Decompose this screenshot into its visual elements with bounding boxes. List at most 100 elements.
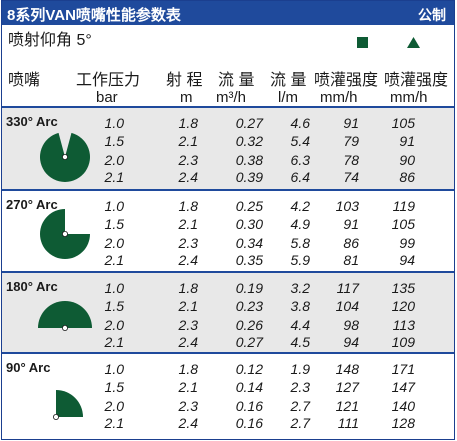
- header-pressure-unit: bar: [96, 89, 118, 106]
- arc-section-label: 90° Arc: [6, 360, 51, 375]
- cell-flow-lm: 4.9: [290, 216, 310, 232]
- cell-precip-tri: 90: [399, 152, 415, 168]
- header-precip-square-unit: mm/h: [320, 89, 358, 106]
- cell-flow-m3h: 0.27: [235, 115, 263, 131]
- cell-precip-tri: 128: [391, 415, 415, 431]
- cell-precip-sq: 148: [335, 361, 359, 377]
- unit-system-label: 公制: [418, 7, 446, 23]
- cell-flow-lm: 4.5: [290, 334, 310, 350]
- cell-flow-lm: 6.4: [290, 169, 310, 185]
- cell-precip-sq: 127: [335, 379, 359, 395]
- cell-flow-m3h: 0.39: [235, 169, 263, 185]
- cell-flow-lm: 3.2: [290, 280, 310, 296]
- cell-precip-sq: 79: [343, 133, 359, 149]
- cell-flow-lm: 1.9: [290, 361, 310, 377]
- cell-pressure: 2.0: [104, 317, 124, 333]
- cell-flow-lm: 4.4: [290, 317, 310, 333]
- cell-radius: 2.1: [178, 298, 198, 314]
- cell-pressure: 2.0: [104, 152, 124, 168]
- cell-precip-sq: 121: [335, 398, 359, 414]
- cell-flow-lm: 4.6: [290, 115, 310, 131]
- spray-pattern-90-icon: [53, 390, 83, 420]
- header-nozzle: 喷嘴: [8, 72, 41, 89]
- arc-section: 270° Arc 1.0 1.8 0.25 4.2 103 119 1.5 2.1 0.30 4.9…: [2, 191, 454, 271]
- cell-flow-lm: 2.3: [290, 379, 310, 395]
- cell-radius: 2.4: [178, 334, 198, 350]
- cell-precip-sq: 111: [337, 415, 359, 431]
- cell-precip-sq: 86: [343, 235, 359, 251]
- cell-precip-sq: 104: [335, 298, 359, 314]
- cell-precip-sq: 117: [336, 280, 359, 296]
- cell-radius: 2.1: [178, 133, 198, 149]
- cell-radius: 1.8: [178, 115, 198, 131]
- table-title: 8系列VAN喷嘴性能参数表: [7, 7, 181, 24]
- cell-pressure: 1.5: [104, 298, 124, 314]
- cell-radius: 2.3: [178, 152, 198, 168]
- cell-flow-m3h: 0.16: [235, 398, 263, 414]
- header-flow-m3h: 流 量: [218, 72, 255, 89]
- cell-flow-m3h: 0.34: [235, 235, 263, 251]
- header-pressure: 工作压力: [76, 72, 141, 89]
- cell-precip-tri: 94: [399, 252, 415, 268]
- cell-radius: 2.4: [178, 252, 198, 268]
- cell-precip-tri: 99: [399, 235, 415, 251]
- spray-pattern-180-icon: [38, 301, 92, 331]
- cell-radius: 1.8: [178, 280, 198, 296]
- cell-precip-tri: 147: [391, 379, 415, 395]
- cell-pressure: 1.0: [104, 198, 124, 214]
- cell-radius: 2.3: [178, 317, 198, 333]
- header-precip-square: 喷灌强度: [314, 72, 379, 89]
- cell-flow-m3h: 0.26: [235, 317, 263, 333]
- cell-flow-lm: 5.9: [290, 252, 310, 268]
- cell-pressure: 2.1: [104, 169, 124, 185]
- section-divider: [2, 189, 454, 191]
- title-bar: 8系列VAN喷嘴性能参数表 公制: [2, 1, 454, 25]
- cell-precip-sq: 91: [343, 216, 359, 232]
- cell-radius: 2.4: [178, 169, 198, 185]
- arc-section-label: 180° Arc: [6, 279, 58, 294]
- header-flow-lm-unit: l/m: [278, 89, 298, 106]
- cell-pressure: 2.1: [104, 334, 124, 350]
- section-divider: [2, 271, 454, 273]
- trajectory-label: 喷射仰角 5°: [8, 32, 92, 49]
- cell-radius: 1.8: [178, 361, 198, 377]
- cell-flow-m3h: 0.27: [235, 334, 263, 350]
- cell-radius: 2.1: [178, 379, 198, 395]
- cell-radius: 1.8: [178, 198, 198, 214]
- cell-precip-tri: 113: [392, 317, 415, 333]
- cell-precip-tri: 119: [392, 198, 415, 214]
- cell-flow-m3h: 0.14: [235, 379, 263, 395]
- header-flow-lm: 流 量: [270, 72, 307, 89]
- cell-flow-lm: 6.3: [290, 152, 310, 168]
- cell-flow-m3h: 0.12: [235, 361, 263, 377]
- cell-pressure: 2.1: [104, 252, 124, 268]
- cell-flow-m3h: 0.30: [235, 216, 263, 232]
- cell-precip-tri: 120: [391, 298, 415, 314]
- cell-flow-m3h: 0.25: [235, 198, 263, 214]
- cell-precip-tri: 171: [391, 361, 415, 377]
- cell-precip-tri: 91: [399, 133, 415, 149]
- cell-precip-tri: 105: [391, 115, 415, 131]
- cell-radius: 2.1: [178, 216, 198, 232]
- cell-pressure: 2.0: [104, 398, 124, 414]
- cell-pressure: 2.0: [104, 235, 124, 251]
- header-precip-triangle: 喷灌强度: [384, 72, 449, 89]
- cell-precip-sq: 94: [343, 334, 359, 350]
- cell-flow-lm: 5.4: [290, 133, 310, 149]
- cell-flow-m3h: 0.38: [235, 152, 263, 168]
- cell-flow-m3h: 0.16: [235, 415, 263, 431]
- cell-radius: 2.3: [178, 235, 198, 251]
- cell-precip-tri: 86: [399, 169, 415, 185]
- section-divider: [2, 106, 454, 108]
- cell-pressure: 2.1: [104, 415, 124, 431]
- cell-pressure: 1.0: [104, 361, 124, 377]
- cell-precip-sq: 81: [343, 252, 359, 268]
- cell-flow-lm: 5.8: [290, 235, 310, 251]
- cell-flow-lm: 4.2: [290, 198, 310, 214]
- arc-section: 180° Arc 1.0 1.8 0.19 3.2 117 135 1.5 2.1 0.23 3.8…: [2, 273, 454, 352]
- header-precip-triangle-unit: mm/h: [390, 89, 428, 106]
- spray-pattern-330-icon: [40, 132, 90, 182]
- cell-flow-lm: 2.7: [290, 398, 310, 414]
- arc-section: 90° Arc 1.0 1.8 0.12 1.9 148 171 1.5 2.1 0.14 2.3 1…: [2, 354, 454, 439]
- spray-pattern-270-icon: [40, 209, 90, 259]
